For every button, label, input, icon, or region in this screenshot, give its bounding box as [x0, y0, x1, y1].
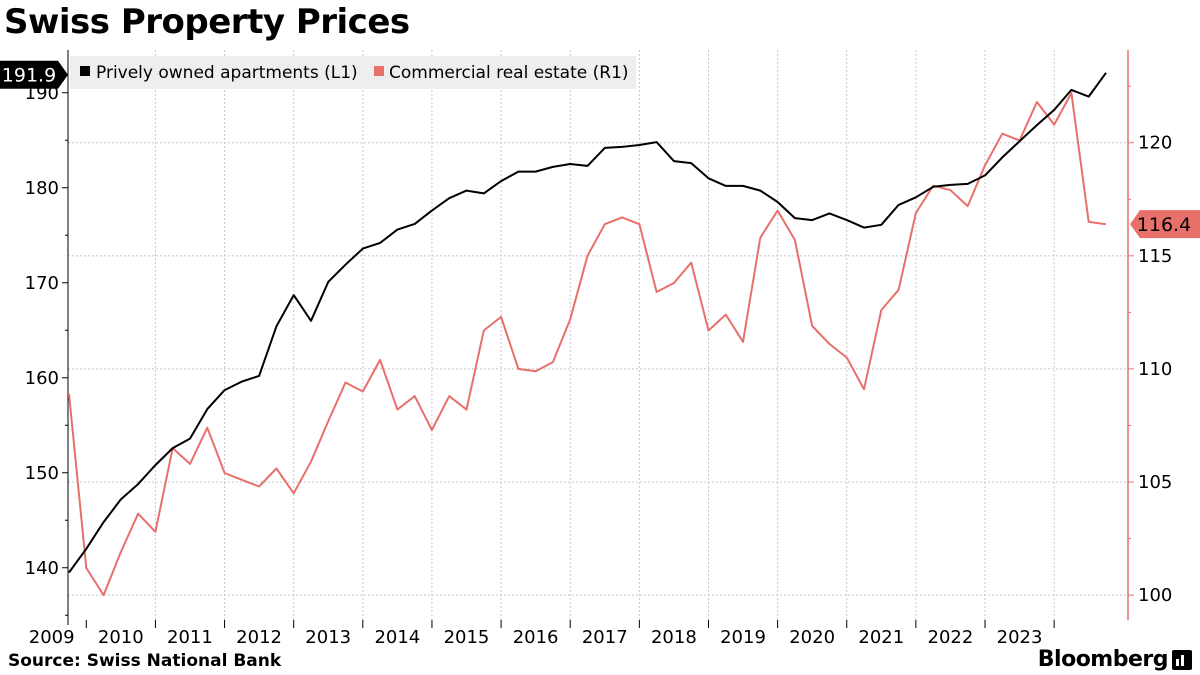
left-axis-label: 150 [25, 463, 59, 484]
last-value-tag-right [1130, 210, 1200, 239]
bloomberg-terminal-icon [1172, 650, 1192, 670]
legend-swatch-commercial [374, 66, 384, 76]
left-axis-label: 140 [25, 558, 59, 579]
last-value-label-right: 116.4 [1137, 214, 1191, 236]
x-tick-label: 2014 [374, 627, 420, 648]
x-tick-label: 2016 [513, 627, 559, 648]
x-tick-label: 2011 [167, 627, 213, 648]
axis-labels: 2009 2010 2011 2012 2013 2014 2015 2016 2017 2018… [0, 60, 1200, 648]
left-axis-label: 160 [25, 368, 59, 389]
x-tick-label: 2015 [444, 627, 490, 648]
legend-box [70, 56, 636, 89]
x-tick-label: 2023 [997, 627, 1043, 648]
legend-label-apartments: Prively owned apartments (L1) [96, 63, 358, 83]
series-lines [68, 72, 1107, 597]
x-tick-label: 2019 [720, 627, 766, 648]
x-tick-label: 2021 [858, 627, 904, 648]
x-tick-label: 2012 [236, 627, 282, 648]
source-note: Source: Swiss National Bank [8, 651, 282, 671]
brand-logo: Bloomberg [1037, 647, 1169, 672]
last-value-label-left: 191.9 [2, 65, 56, 87]
x-tick-label: 2009 [29, 627, 75, 648]
last-value-tag-left [0, 60, 68, 89]
x-tick-label: 2017 [582, 627, 628, 648]
right-axis-label: 120 [1138, 133, 1172, 154]
x-tick-label: 2022 [928, 627, 974, 648]
x-tick-label: 2010 [98, 627, 144, 648]
x-tick-label: 2013 [305, 627, 351, 648]
left-axis-label: 180 [25, 178, 59, 199]
right-axis-label: 100 [1138, 585, 1172, 606]
chart-title: Swiss Property Prices [4, 2, 410, 42]
right-axis-label: 105 [1138, 472, 1172, 493]
legend-label-commercial: Commercial real estate (R1) [389, 63, 629, 83]
legend-swatch-apartments [80, 66, 90, 76]
right-axis-label: 115 [1138, 246, 1172, 267]
right-axis-label: 110 [1138, 359, 1172, 380]
x-tick-label: 2020 [789, 627, 835, 648]
axes [62, 50, 1134, 628]
left-axis-label: 170 [25, 273, 59, 294]
series-apartments-line [68, 72, 1107, 574]
x-tick-label: 2018 [651, 627, 697, 648]
grid-lines [68, 50, 1128, 620]
series-commercial-real-estate-line [68, 92, 1107, 597]
legend: Prively owned apartments (L1) Commercial … [70, 56, 636, 89]
